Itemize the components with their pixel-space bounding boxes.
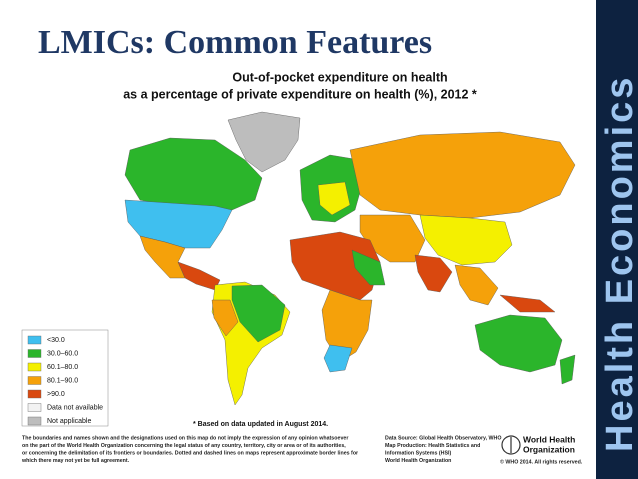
legend-label: 80.1–90.0: [47, 377, 78, 384]
copyright: © WHO 2014. All rights reserved.: [500, 458, 583, 465]
legend-swatch: [27, 349, 42, 358]
disclaimer-line: which there may not yet be full agreemen…: [21, 458, 130, 464]
map-note: * Based on data updated in August 2014.: [193, 421, 328, 428]
source-line: Information Systems (HSI): [385, 450, 451, 456]
disclaimer-line: on the part of the World Health Organiza…: [22, 443, 346, 449]
data-source: Data Source: Global Health Observatory, …: [385, 435, 501, 464]
map-title: as a percentage of private expenditure o…: [123, 87, 477, 101]
source-line: Map Production: Health Statistics and: [385, 443, 480, 449]
legend-swatch: [27, 403, 42, 412]
legend-swatch: [27, 335, 42, 345]
disclaimer-line: or concerning the delimitation of its fr…: [22, 450, 358, 456]
source-line: Data Source: Global Health Observatory, …: [385, 435, 501, 441]
legend-swatch: [27, 362, 42, 372]
disclaimer-line: The boundaries and names shown and the d…: [22, 435, 348, 441]
who-logo: [501, 435, 521, 455]
sidebar: [596, 0, 638, 479]
legend-swatch: [27, 389, 42, 399]
legend-label: 60.1–80.0: [47, 364, 78, 371]
organization: World Health: [523, 434, 575, 444]
disclaimer: The boundaries and names shown and the d…: [21, 435, 358, 464]
legend-label: 30.0–60.0: [47, 350, 78, 357]
organization: Organization: [523, 444, 575, 454]
legend-label: Not applicable: [47, 418, 91, 425]
legend-swatch: [27, 416, 42, 426]
legend-label: <30.0: [47, 337, 65, 344]
legend-label: Data not available: [47, 404, 103, 411]
sidebar-text: Health Economics: [599, 75, 638, 452]
legend-label: >90.0: [47, 391, 65, 398]
slide-title: LMICs: Common Features: [38, 24, 432, 61]
source-line: World Health Organization: [385, 458, 451, 464]
map-title: Out-of-pocket expenditure on health: [232, 70, 447, 84]
world-map: [124, 111, 576, 406]
legend-swatch: [27, 376, 42, 385]
legend: <30.0 30.0–60.0 60.1–80.0 80.1–90.0 >90.0 Dat…: [27, 335, 103, 426]
